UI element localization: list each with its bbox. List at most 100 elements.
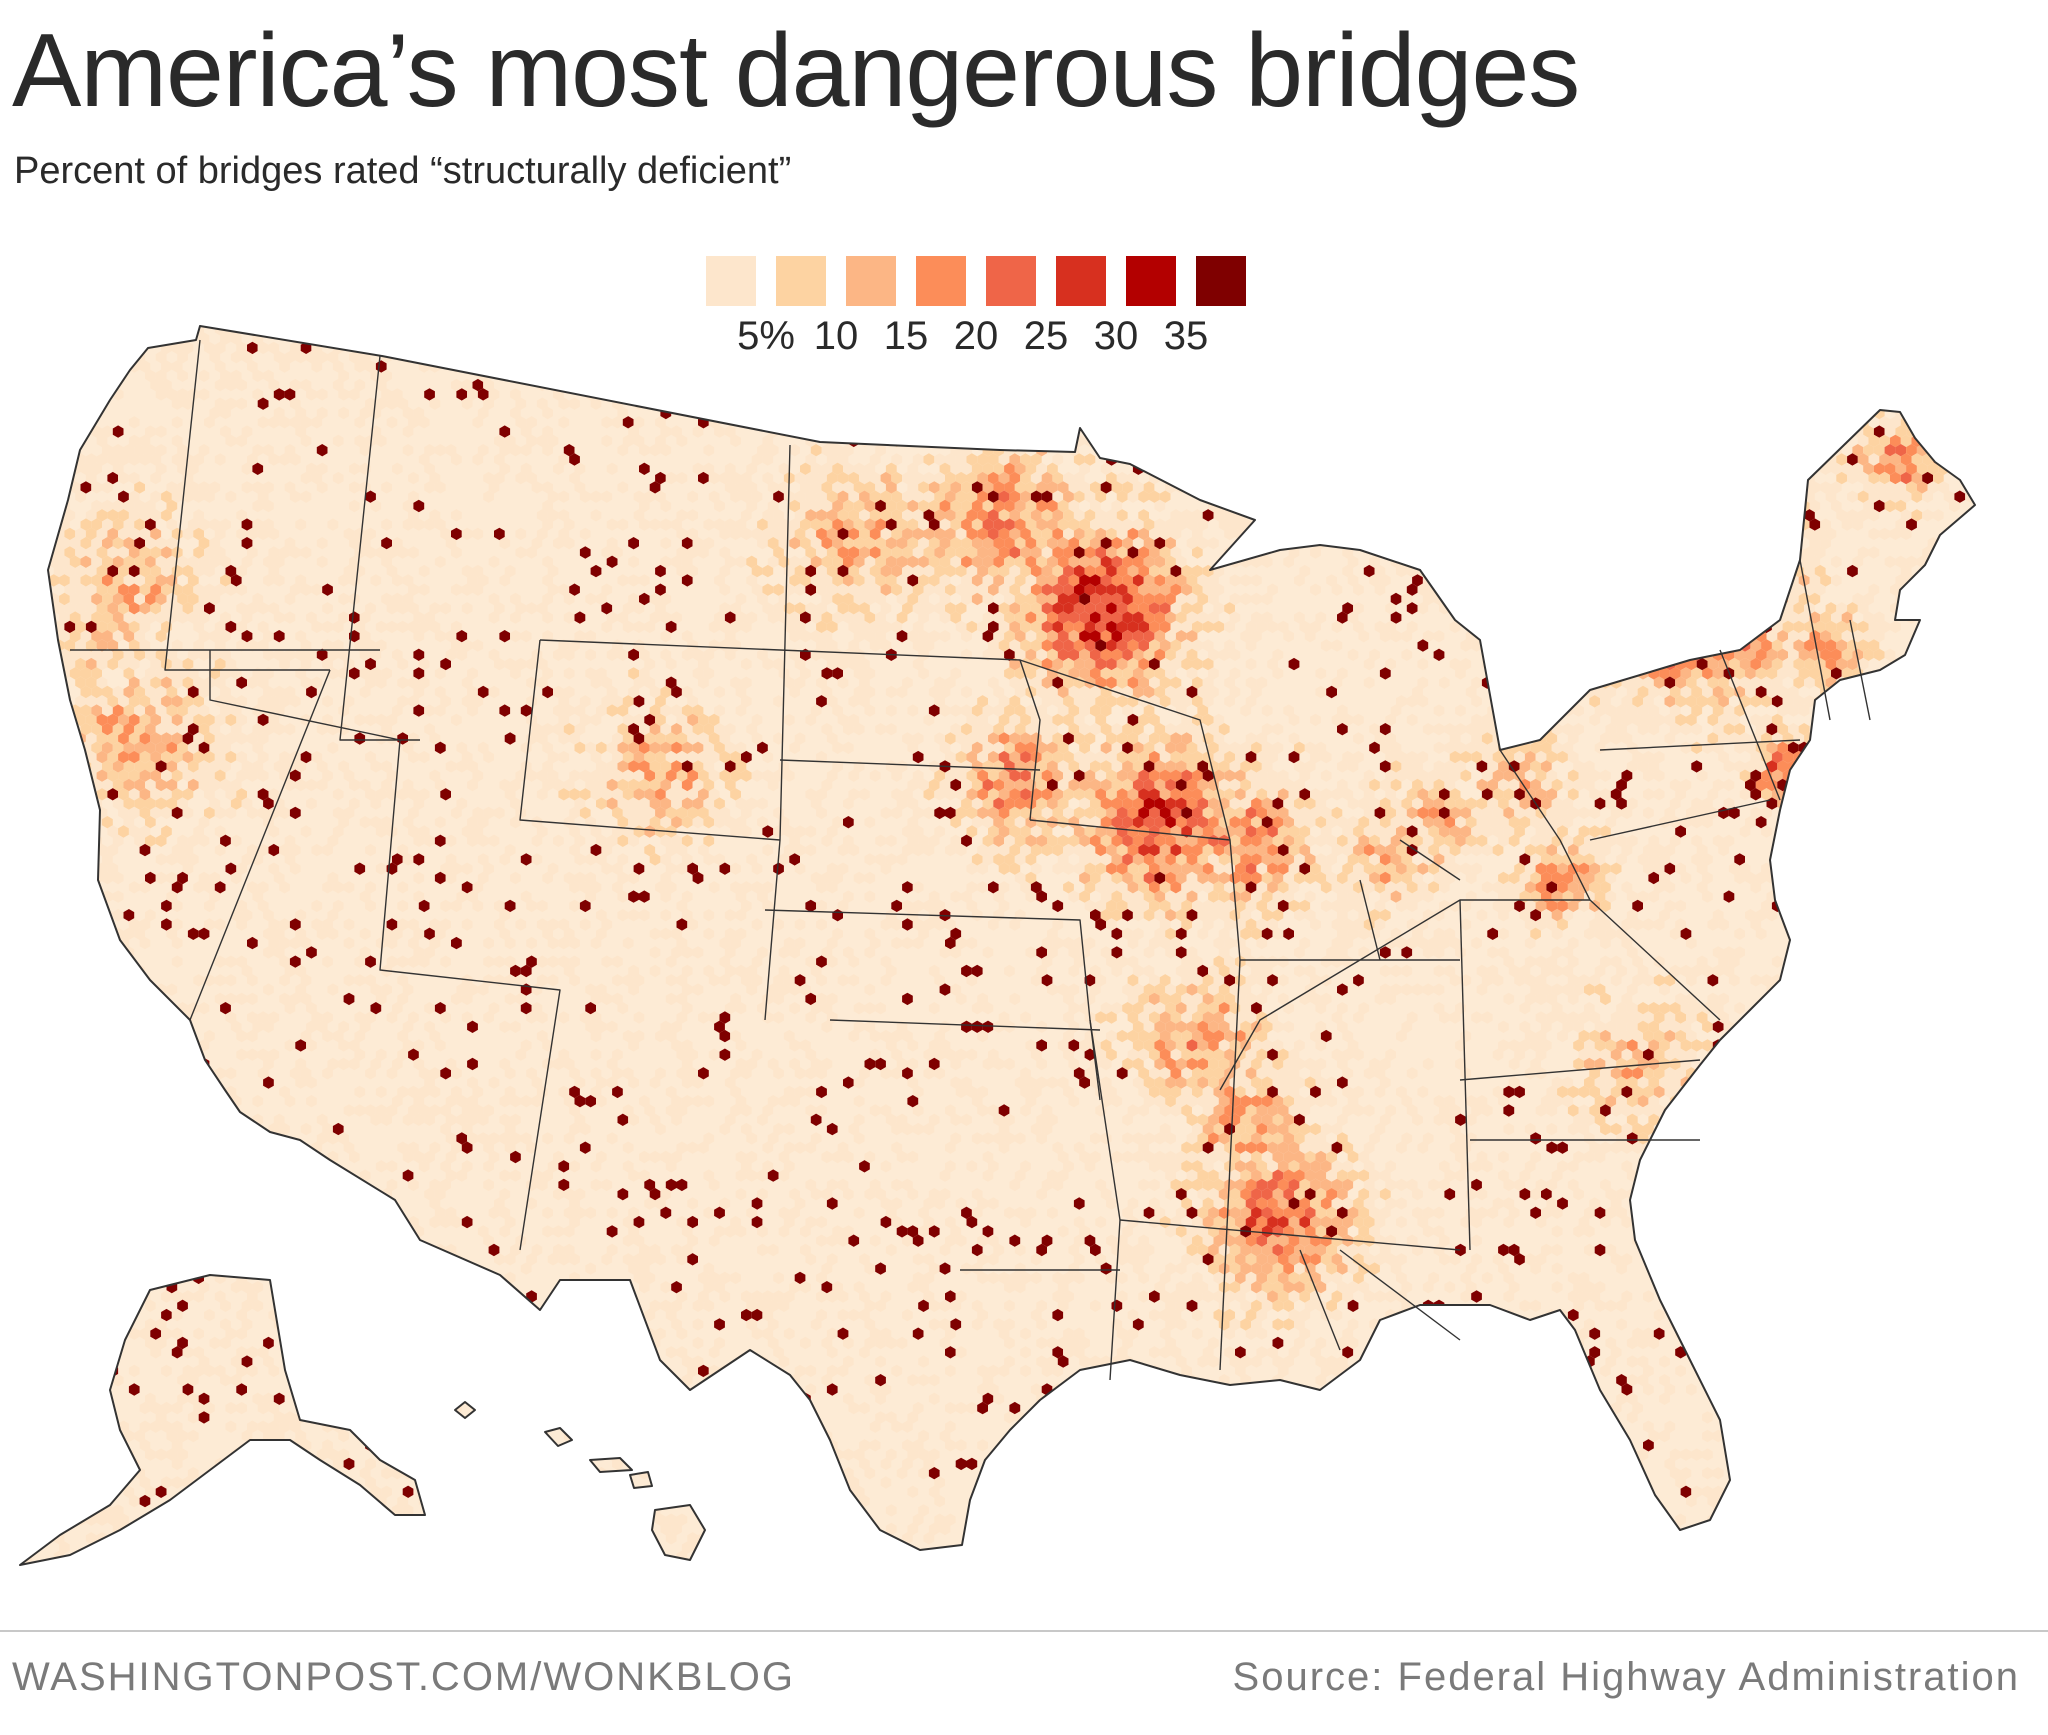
hex-bin <box>1992 630 2003 642</box>
hex-bin <box>639 332 650 345</box>
hex-bin <box>1777 351 1788 364</box>
hex-bin <box>1240 630 1252 643</box>
hex-bin <box>1600 326 1611 336</box>
hex-bin <box>794 397 806 410</box>
hex-bin <box>1551 406 1563 420</box>
hex-bin <box>1669 555 1681 568</box>
hex-bin <box>1557 546 1568 559</box>
hex-bin <box>1186 425 1198 438</box>
hex-bin <box>1090 481 1101 494</box>
hex-bin <box>21 453 33 466</box>
hex-bin <box>891 453 903 466</box>
hex-bin <box>349 332 360 345</box>
hex-bin <box>1933 471 1944 485</box>
hex-bin <box>923 564 935 578</box>
hex-bin <box>123 332 135 345</box>
hex-bin <box>1643 602 1654 615</box>
hex-bin <box>472 360 484 373</box>
hex-bin <box>1600 471 1611 485</box>
hex-bin <box>1422 369 1434 382</box>
hex-bin <box>1938 481 1950 494</box>
hex-bin <box>1750 620 1762 634</box>
hex-bin <box>1052 416 1064 429</box>
hex-bin <box>1524 434 1536 448</box>
hex-bin <box>1025 388 1037 401</box>
hex-bin <box>1788 406 1799 420</box>
hex-bin <box>112 555 124 568</box>
hex-bin <box>1809 555 1821 568</box>
hex-bin <box>1406 602 1418 615</box>
hex-bin <box>20 341 22 355</box>
hex-bin <box>1970 555 1975 568</box>
hex-bin <box>1976 677 1987 689</box>
hex-bin <box>1857 620 1869 634</box>
hex-bin <box>1369 351 1380 364</box>
hex-bin <box>1412 444 1423 457</box>
hex-bin <box>1814 341 1826 355</box>
hex-bin <box>966 416 978 429</box>
hex-bin <box>139 639 151 652</box>
hex-bin <box>53 713 65 727</box>
hex-bin <box>1906 351 1917 364</box>
hex-bin <box>1412 499 1423 513</box>
hex-bin <box>241 462 253 475</box>
hex-bin <box>338 592 349 606</box>
hex-bin <box>1761 527 1772 541</box>
hex-bin <box>1589 620 1601 634</box>
hex-bin <box>26 760 38 773</box>
hex-bin <box>1036 518 1047 531</box>
hex-bin <box>988 416 999 429</box>
hex-bin <box>225 397 237 410</box>
hex-bin <box>20 769 22 782</box>
hex-bin <box>1143 481 1155 494</box>
hex-bin <box>1895 518 1907 531</box>
hex-bin <box>1100 518 1112 531</box>
hex-bin <box>1976 509 1987 521</box>
hex-bin <box>220 611 231 624</box>
hex-bin <box>1594 630 1606 643</box>
hex-bin <box>1831 704 1842 717</box>
hex-bin <box>91 518 102 531</box>
hex-bin <box>1036 481 1047 494</box>
hex-bin <box>1014 630 1026 643</box>
hex-bin <box>810 555 822 568</box>
hex-bin <box>1723 611 1735 624</box>
hex-bin <box>365 397 376 410</box>
hex-bin <box>1073 490 1085 503</box>
hex-bin <box>982 518 994 531</box>
hex-bin <box>1584 388 1595 401</box>
hex-bin <box>375 620 387 634</box>
hex-bin <box>1551 499 1563 513</box>
hex-bin <box>622 416 634 429</box>
hex-bin <box>1825 397 1837 410</box>
hex-bin <box>1992 320 2003 326</box>
hex-bin <box>1814 527 1826 541</box>
hex-bin <box>75 750 86 764</box>
hex-bin <box>966 546 978 559</box>
hex-bin <box>547 360 559 373</box>
hex-bin <box>934 453 945 466</box>
hex-bin <box>134 555 145 568</box>
hex-bin <box>918 555 929 568</box>
hex-bin <box>0 379 11 391</box>
hex-bin <box>1154 630 1166 643</box>
hex-bin <box>1632 527 1643 541</box>
hex-bin <box>59 630 70 643</box>
hex-bin <box>1793 583 1805 596</box>
hex-bin <box>955 527 967 541</box>
hex-bin <box>982 388 994 401</box>
hex-bin <box>69 369 81 382</box>
hex-bin <box>289 546 301 559</box>
hex-bin <box>1831 332 1842 345</box>
hex-bin <box>37 499 49 513</box>
hex-bin <box>1471 378 1482 392</box>
hex-bin <box>1514 732 1525 745</box>
hex-bin <box>1122 481 1133 494</box>
hex-bin <box>1659 518 1670 531</box>
hex-bin <box>1997 509 2008 521</box>
hex-bin <box>306 388 317 401</box>
hex-bin <box>998 620 1010 634</box>
hex-bin <box>945 527 956 541</box>
hex-bin <box>26 444 38 457</box>
hex-bin <box>1111 481 1123 494</box>
